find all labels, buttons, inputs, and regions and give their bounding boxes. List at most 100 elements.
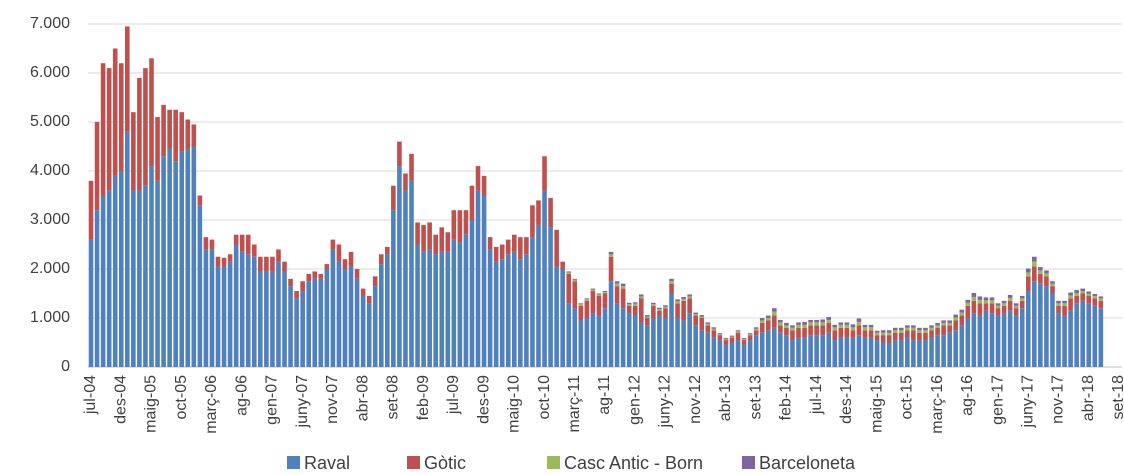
bar-segment <box>844 324 850 328</box>
bar-segment <box>1086 295 1092 304</box>
bar-segment <box>602 291 608 293</box>
bar-segment <box>481 195 487 367</box>
bar-segment <box>675 301 680 304</box>
x-tick-label: juny-07 <box>294 375 311 429</box>
bar-segment <box>796 322 801 325</box>
bar-segment <box>729 337 735 343</box>
bar-segment <box>820 335 825 367</box>
bar-segment <box>1019 308 1025 367</box>
bar-segment <box>898 330 904 333</box>
bar-segment <box>1098 298 1104 301</box>
bar-segment <box>832 327 838 331</box>
bar-segment <box>977 303 983 316</box>
bar-segment <box>137 190 142 367</box>
bar-segment <box>753 335 759 367</box>
bar-segment <box>590 289 596 292</box>
bar-segment <box>941 320 946 323</box>
bar-segment <box>1013 303 1019 306</box>
bar-segment <box>300 291 305 367</box>
bar-segment <box>917 327 922 331</box>
bar-segment <box>1074 290 1079 294</box>
bar-segment <box>657 307 662 310</box>
bar-segment <box>729 336 735 338</box>
bar-segment <box>560 269 565 367</box>
bar-segment <box>1080 293 1085 301</box>
bar-segment <box>880 332 886 336</box>
bar-segment <box>251 256 257 367</box>
legend-label: Casc Antic - Born <box>564 453 703 473</box>
x-tick-label: gen-12 <box>626 375 643 425</box>
x-tick-label: des-14 <box>838 375 855 424</box>
y-tick-label: 3.000 <box>30 211 70 228</box>
bar-segment <box>747 340 753 367</box>
bar-segment <box>336 261 342 367</box>
bar-segment <box>735 340 741 367</box>
bar-segment <box>838 327 844 338</box>
bar-segment <box>645 315 650 317</box>
bar-segment <box>433 234 438 255</box>
bar-segment <box>1001 303 1007 306</box>
bar-segment <box>1092 298 1098 306</box>
bar-segment <box>1044 276 1049 287</box>
bar-segment <box>826 322 832 333</box>
bar-segment <box>100 195 106 367</box>
bar-segment <box>772 308 777 312</box>
bar-segment <box>645 325 650 367</box>
bar-segment <box>1062 300 1067 304</box>
bar-segment <box>251 244 257 257</box>
bar-segment <box>179 112 185 152</box>
bar-segment <box>270 256 275 272</box>
bar-segment <box>608 251 614 255</box>
bar-segment <box>324 264 330 269</box>
bar-segment <box>179 151 185 367</box>
bar-segment <box>941 322 946 326</box>
bar-segment <box>651 304 656 306</box>
bar-segment <box>808 325 813 336</box>
bar-segment <box>421 224 426 252</box>
bar-segment <box>197 205 203 367</box>
bar-segment <box>1044 273 1049 277</box>
bar-segment <box>131 112 136 191</box>
bar-segment <box>856 321 862 326</box>
bar-segment <box>191 124 197 147</box>
bar-segment <box>578 320 584 367</box>
bar-segment <box>584 298 590 300</box>
bar-segment <box>717 334 723 336</box>
bar-segment <box>572 308 578 367</box>
bar-segment <box>524 237 529 255</box>
bar-segment <box>264 271 269 367</box>
bar-segment <box>772 327 777 367</box>
bar-segment <box>578 303 584 305</box>
bar-segment <box>892 340 898 367</box>
x-tick-label: gen-17 <box>989 375 1006 425</box>
bar-segment <box>765 315 771 318</box>
bar-segment <box>929 330 934 338</box>
bar-segment <box>572 279 578 282</box>
x-tick-label: nov-12 <box>687 375 704 424</box>
bar-segment <box>457 210 463 243</box>
x-tick-label: maig-05 <box>143 375 160 433</box>
bar-segment <box>614 303 620 367</box>
bar-segment <box>1086 293 1092 296</box>
bar-segment <box>475 166 481 191</box>
bar-segment <box>288 286 293 367</box>
bar-segment <box>354 269 360 279</box>
bar-segment <box>161 104 166 157</box>
bar-segment <box>826 317 832 320</box>
bar-segment <box>935 335 940 367</box>
bar-segment <box>566 272 572 274</box>
bar-segment <box>1038 283 1043 367</box>
bar-segment <box>886 335 892 343</box>
bar-segment <box>536 200 541 225</box>
bar-segment <box>1068 295 1073 299</box>
bar-segment <box>312 271 318 279</box>
bar-segment <box>971 293 977 297</box>
bar-segment <box>233 244 239 367</box>
bar-segment <box>566 271 572 273</box>
bar-segment <box>723 344 729 367</box>
bar-segment <box>784 325 789 328</box>
bar-segment <box>360 288 366 296</box>
bar-segment <box>820 325 825 336</box>
bar-segment <box>463 234 469 367</box>
